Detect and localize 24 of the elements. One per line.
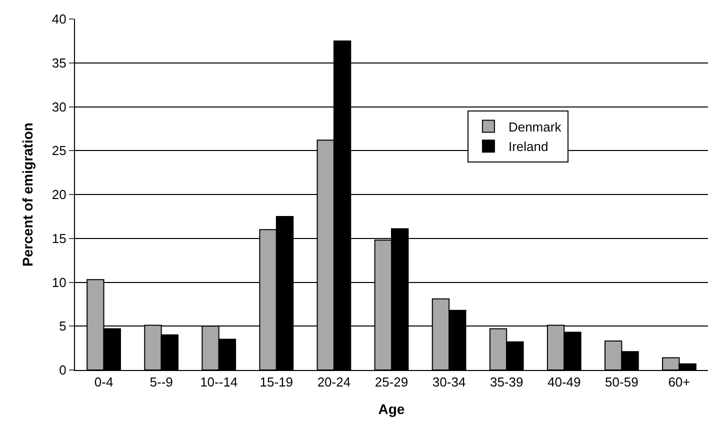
x-tick-label: 10--14 bbox=[200, 374, 238, 390]
y-tick-label: 0 bbox=[59, 362, 66, 378]
legend-label: Denmark bbox=[508, 119, 562, 134]
x-tick-label: 50-59 bbox=[605, 374, 638, 390]
x-tick-label: 30-34 bbox=[432, 374, 466, 390]
y-tick-label: 30 bbox=[52, 99, 66, 114]
x-tick-label: 0-4 bbox=[94, 374, 114, 390]
y-tick-label: 35 bbox=[52, 55, 66, 70]
x-tick-label: 25-29 bbox=[374, 374, 408, 390]
x-tick-label: 35-39 bbox=[490, 374, 524, 390]
legend-label: Ireland bbox=[508, 139, 548, 154]
x-tick-label: 15-19 bbox=[260, 374, 294, 390]
x-axis-title: Age bbox=[378, 400, 405, 417]
y-tick-label: 40 bbox=[52, 12, 66, 27]
x-tick-label: 40-49 bbox=[548, 374, 581, 390]
x-tick-label: 60+ bbox=[668, 374, 690, 390]
y-tick-label: 20 bbox=[52, 187, 66, 202]
y-tick-label: 10 bbox=[52, 274, 66, 290]
x-tick-label: 20-24 bbox=[317, 374, 351, 390]
y-tick-label: 15 bbox=[52, 230, 66, 246]
y-axis-title: Percent of emigration bbox=[20, 122, 36, 266]
y-tick-label: 5 bbox=[59, 318, 66, 334]
y-tick-label: 25 bbox=[52, 143, 66, 158]
x-tick-label: 5--9 bbox=[150, 374, 173, 390]
